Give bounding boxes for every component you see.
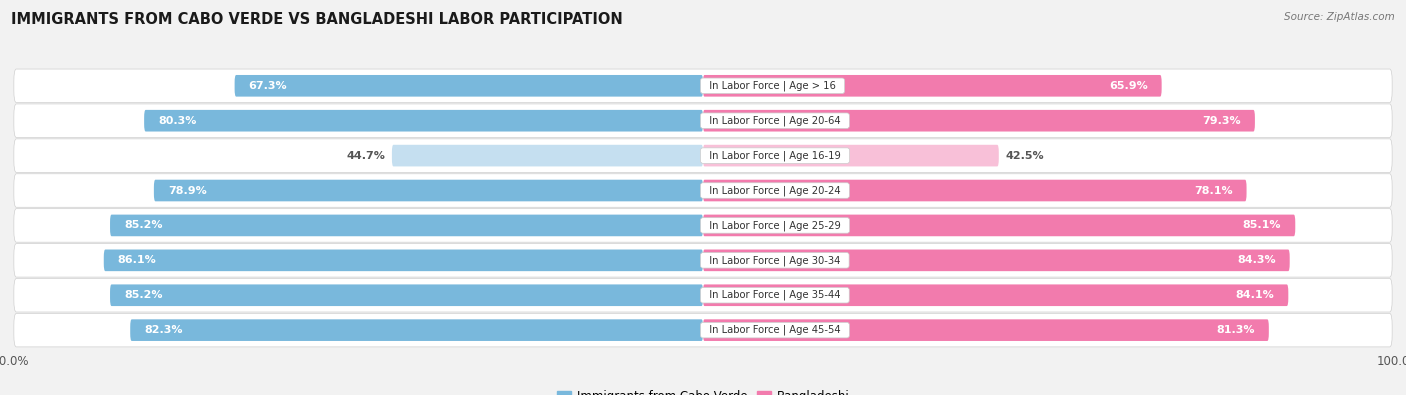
Text: 84.1%: 84.1% (1236, 290, 1274, 300)
FancyBboxPatch shape (131, 319, 703, 341)
Text: 65.9%: 65.9% (1109, 81, 1147, 91)
Text: In Labor Force | Age 16-19: In Labor Force | Age 16-19 (703, 150, 848, 161)
FancyBboxPatch shape (14, 69, 1392, 103)
Text: 84.3%: 84.3% (1237, 255, 1275, 265)
FancyBboxPatch shape (110, 284, 703, 306)
Text: 85.1%: 85.1% (1243, 220, 1281, 230)
Text: Source: ZipAtlas.com: Source: ZipAtlas.com (1284, 12, 1395, 22)
Text: 82.3%: 82.3% (145, 325, 183, 335)
Text: 44.7%: 44.7% (346, 150, 385, 161)
Legend: Immigrants from Cabo Verde, Bangladeshi: Immigrants from Cabo Verde, Bangladeshi (551, 385, 855, 395)
Text: 81.3%: 81.3% (1216, 325, 1256, 335)
FancyBboxPatch shape (104, 250, 703, 271)
Text: In Labor Force | Age 25-29: In Labor Force | Age 25-29 (703, 220, 848, 231)
FancyBboxPatch shape (703, 75, 1161, 97)
FancyBboxPatch shape (14, 104, 1392, 137)
FancyBboxPatch shape (153, 180, 703, 201)
Text: In Labor Force | Age 45-54: In Labor Force | Age 45-54 (703, 325, 846, 335)
FancyBboxPatch shape (145, 110, 703, 132)
FancyBboxPatch shape (14, 209, 1392, 242)
FancyBboxPatch shape (14, 244, 1392, 277)
Text: In Labor Force | Age 35-44: In Labor Force | Age 35-44 (703, 290, 846, 301)
Text: In Labor Force | Age 20-64: In Labor Force | Age 20-64 (703, 115, 846, 126)
Text: 67.3%: 67.3% (249, 81, 287, 91)
FancyBboxPatch shape (703, 284, 1288, 306)
Text: 86.1%: 86.1% (118, 255, 156, 265)
FancyBboxPatch shape (703, 180, 1247, 201)
FancyBboxPatch shape (703, 110, 1256, 132)
FancyBboxPatch shape (703, 319, 1268, 341)
Text: 78.1%: 78.1% (1194, 186, 1233, 196)
Text: 85.2%: 85.2% (124, 220, 163, 230)
Text: 80.3%: 80.3% (157, 116, 197, 126)
Text: 85.2%: 85.2% (124, 290, 163, 300)
FancyBboxPatch shape (235, 75, 703, 97)
FancyBboxPatch shape (703, 250, 1289, 271)
FancyBboxPatch shape (703, 214, 1295, 236)
FancyBboxPatch shape (14, 313, 1392, 347)
Text: In Labor Force | Age 30-34: In Labor Force | Age 30-34 (703, 255, 846, 265)
Text: 78.9%: 78.9% (167, 186, 207, 196)
FancyBboxPatch shape (110, 214, 703, 236)
FancyBboxPatch shape (14, 139, 1392, 172)
Text: In Labor Force | Age > 16: In Labor Force | Age > 16 (703, 81, 842, 91)
FancyBboxPatch shape (392, 145, 703, 166)
Text: In Labor Force | Age 20-24: In Labor Force | Age 20-24 (703, 185, 846, 196)
Text: IMMIGRANTS FROM CABO VERDE VS BANGLADESHI LABOR PARTICIPATION: IMMIGRANTS FROM CABO VERDE VS BANGLADESH… (11, 12, 623, 27)
FancyBboxPatch shape (14, 278, 1392, 312)
FancyBboxPatch shape (14, 174, 1392, 207)
FancyBboxPatch shape (703, 145, 998, 166)
Text: 79.3%: 79.3% (1202, 116, 1241, 126)
Text: 42.5%: 42.5% (1005, 150, 1045, 161)
